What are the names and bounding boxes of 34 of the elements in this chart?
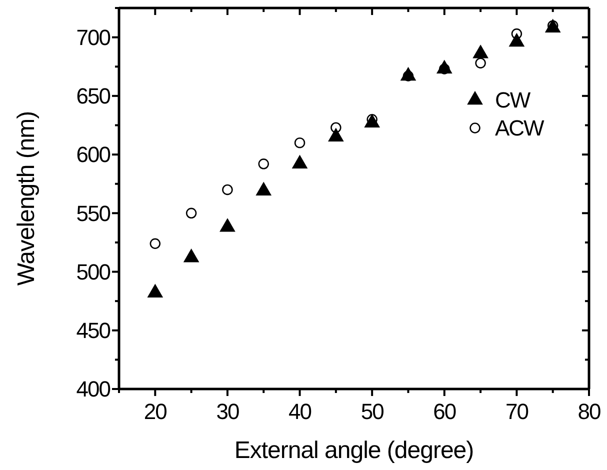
y-axis-title: Wavelength (nm)	[13, 111, 40, 286]
y-tick-label: 450	[76, 318, 111, 344]
point	[256, 182, 272, 196]
point	[148, 284, 163, 298]
point	[328, 128, 344, 142]
y-tick-label: 600	[76, 142, 111, 168]
x-axis-title: External angle (degree)	[234, 437, 474, 464]
point	[294, 137, 306, 148]
point	[184, 249, 199, 262]
x-tick-label: 50	[360, 398, 384, 424]
point	[475, 58, 486, 68]
point	[258, 158, 269, 170]
point	[509, 34, 524, 47]
x-tick-label: 20	[144, 398, 168, 424]
y-tick-label: 550	[76, 200, 111, 226]
point	[222, 184, 233, 196]
point	[473, 45, 488, 58]
legend-label: CW	[495, 88, 531, 113]
point	[150, 238, 161, 249]
point	[186, 208, 197, 219]
point	[330, 122, 342, 133]
y-tick-label: 500	[76, 259, 111, 284]
y-tick-label: 700	[76, 25, 111, 50]
y-tick-label: 650	[76, 84, 111, 109]
x-tick-label: 60	[433, 398, 456, 424]
x-tick-label: 70	[505, 398, 529, 424]
y-tick-label: 400	[76, 376, 111, 402]
x-tick-label: 80	[578, 398, 601, 424]
point	[220, 218, 235, 232]
x-tick-label: 30	[216, 398, 240, 424]
x-tick-label: 40	[288, 398, 312, 424]
legend-label: ACW	[495, 116, 545, 141]
point	[292, 155, 308, 168]
point	[511, 28, 522, 40]
